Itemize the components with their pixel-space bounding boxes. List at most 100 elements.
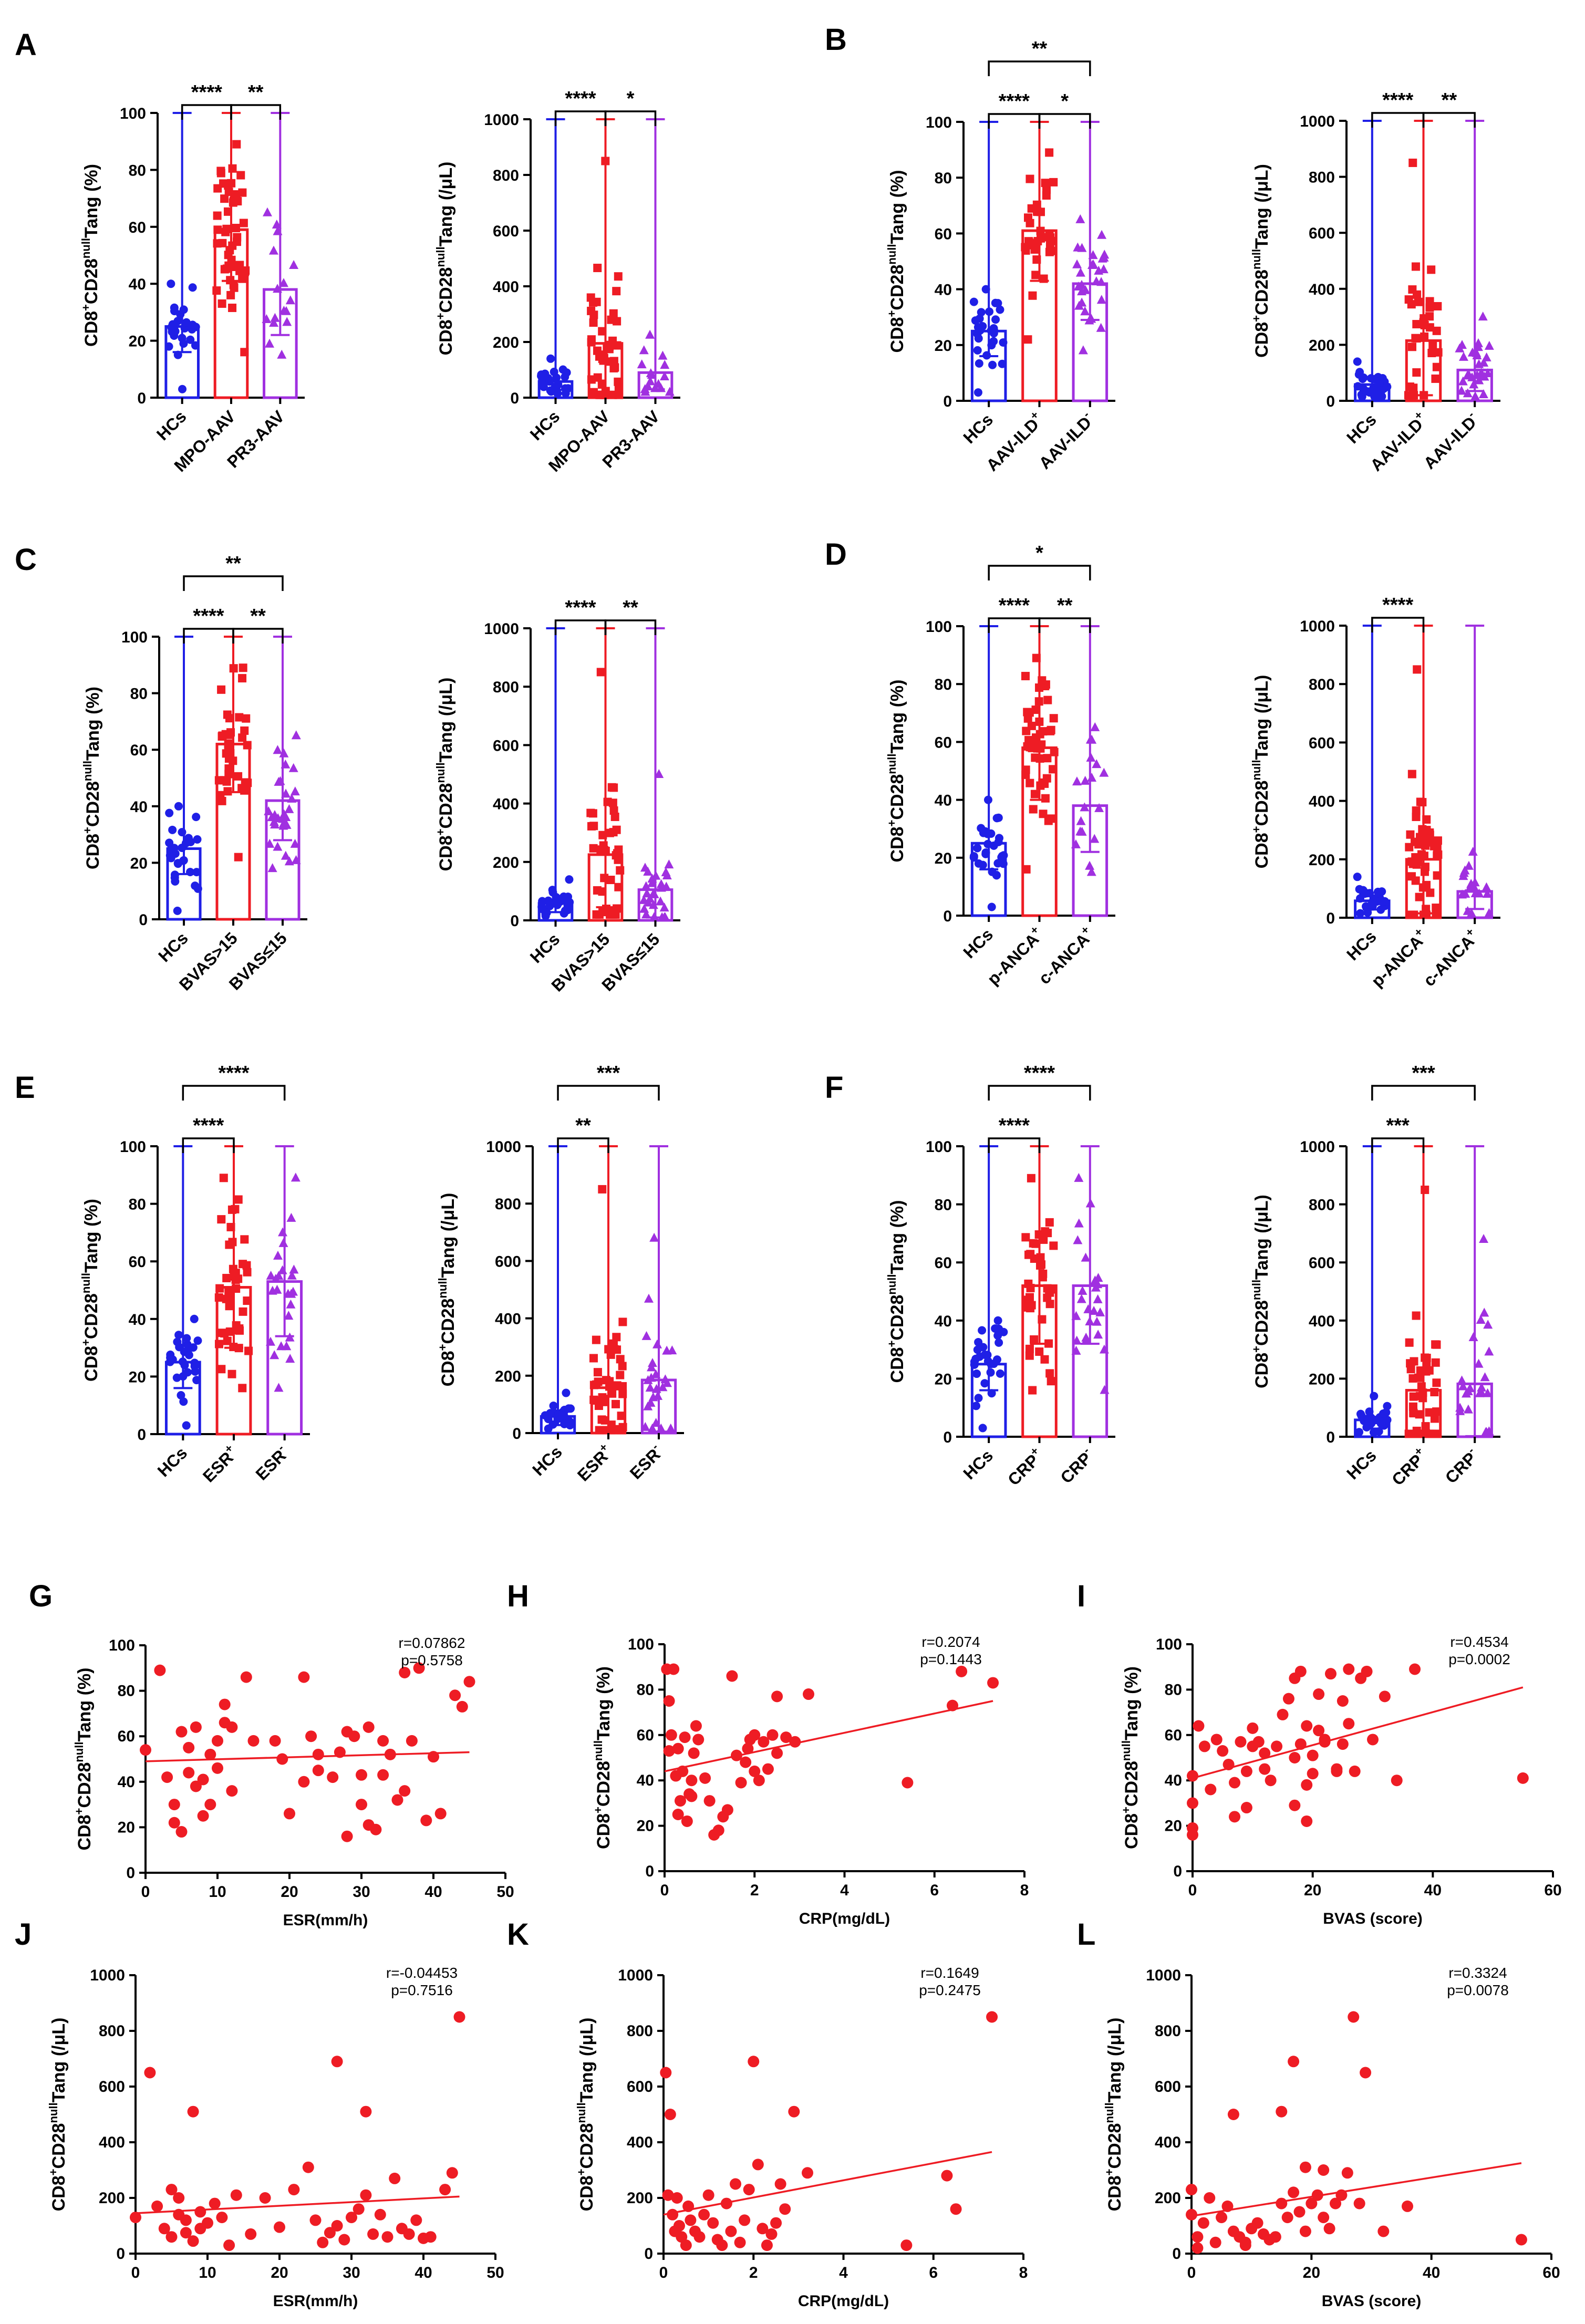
data-point — [1432, 326, 1441, 335]
significance-bracket — [557, 1085, 660, 1101]
data-point — [239, 663, 247, 672]
data-point — [1461, 1388, 1471, 1398]
data-point — [190, 1780, 202, 1792]
data-point — [993, 1316, 1002, 1325]
data-point — [1229, 1811, 1241, 1823]
data-point — [1071, 1345, 1081, 1355]
data-point — [1479, 1308, 1489, 1317]
data-point — [287, 1270, 297, 1280]
data-point — [1484, 1346, 1494, 1356]
data-point — [1377, 2225, 1390, 2237]
data-point — [546, 1409, 555, 1418]
data-point — [1090, 1275, 1100, 1285]
y-axis-label-part: null — [1103, 2102, 1116, 2123]
data-point — [974, 1394, 983, 1403]
data-point — [1096, 295, 1106, 304]
data-point — [1391, 1775, 1403, 1787]
data-point — [663, 1695, 675, 1707]
category-name: HCs — [153, 407, 190, 444]
data-point — [1409, 1408, 1418, 1417]
data-point — [748, 2056, 760, 2068]
y-axis-label-part: CD8 — [436, 319, 456, 355]
data-point — [274, 1271, 284, 1280]
data-point — [1187, 1822, 1198, 1834]
y-axis-label-part: Tang (%) — [81, 164, 101, 238]
data-point — [449, 1689, 461, 1702]
y-tick-label: 0 — [139, 911, 148, 929]
y-tick-label: 80 — [1165, 1681, 1182, 1698]
y-tick-label: 40 — [129, 1311, 146, 1329]
data-point — [362, 1721, 375, 1733]
data-point — [1356, 909, 1365, 918]
y-axis-label-part: CD28 — [49, 2123, 69, 2169]
x-tick-label: 50 — [496, 1883, 514, 1901]
data-point — [1433, 871, 1442, 880]
data-point — [413, 1662, 425, 1674]
data-point — [240, 726, 249, 735]
data-point — [226, 1785, 238, 1797]
data-point — [659, 371, 669, 381]
data-point — [1072, 1335, 1082, 1345]
data-point — [1289, 1752, 1301, 1763]
significance-bracket — [988, 1137, 1041, 1153]
data-point — [161, 1771, 173, 1783]
data-point — [1466, 908, 1476, 917]
significance-stars: **** — [1382, 594, 1413, 616]
y-axis-label-part: Tang (%) — [887, 1200, 907, 1274]
panel-letter-G: G — [29, 1579, 53, 1613]
data-point — [1431, 374, 1440, 383]
data-point — [1030, 790, 1039, 798]
data-point — [273, 842, 283, 851]
category-label: c-ANCA+ — [1033, 923, 1098, 988]
y-tick-label: 400 — [493, 278, 519, 296]
y-axis-label-part: CD8 — [83, 834, 103, 869]
scatter-chart-H: 0 20 40 60 80 100 0 2 4 6 8 CRP(mg/dL) CD8+CD28nullT… — [592, 1634, 1029, 1927]
data-point — [1025, 1344, 1034, 1353]
data-point — [553, 900, 562, 909]
data-point — [1411, 837, 1420, 846]
data-point — [588, 809, 597, 818]
y-tick-label: 600 — [493, 737, 519, 754]
data-point — [550, 367, 558, 376]
data-point — [615, 1425, 624, 1434]
data-point — [1354, 370, 1363, 379]
y-tick-label: 60 — [935, 225, 952, 243]
data-point — [1421, 1185, 1429, 1194]
y-tick-label: 0 — [510, 390, 519, 407]
data-point — [1474, 359, 1484, 368]
data-point — [1464, 370, 1474, 379]
x-tick-label: 40 — [424, 1883, 442, 1901]
data-point — [227, 1370, 236, 1378]
data-point — [1421, 867, 1429, 876]
data-point — [1259, 1747, 1271, 1759]
data-point — [739, 2214, 751, 2226]
data-point — [1355, 1428, 1364, 1437]
y-axis-label-part: CD8 — [887, 317, 907, 352]
y-tick-label: 80 — [935, 1197, 952, 1214]
data-point — [1430, 1388, 1439, 1397]
data-point — [377, 1769, 389, 1781]
data-point — [190, 1362, 199, 1371]
data-point — [549, 1401, 558, 1410]
data-point — [654, 769, 664, 778]
data-point — [1217, 1745, 1229, 1757]
category-label: HCs — [959, 925, 997, 962]
data-point — [324, 2227, 336, 2239]
data-point — [288, 2184, 300, 2196]
data-point — [1075, 267, 1085, 277]
data-point — [1482, 352, 1491, 361]
y-axis-label-part: null — [575, 2102, 588, 2123]
data-point — [170, 873, 179, 882]
data-point — [1458, 1381, 1468, 1391]
y-tick-label: 0 — [943, 1429, 952, 1446]
category-name: c-ANCA — [1420, 932, 1478, 990]
category-name: HCs — [1343, 927, 1380, 964]
data-point — [612, 287, 621, 296]
data-point — [662, 870, 672, 880]
y-tick-label: 600 — [493, 223, 519, 240]
data-point — [613, 317, 621, 326]
data-point — [187, 2105, 199, 2118]
data-point — [941, 2170, 953, 2182]
data-point — [1097, 230, 1107, 239]
y-tick-label: 40 — [637, 1772, 654, 1789]
